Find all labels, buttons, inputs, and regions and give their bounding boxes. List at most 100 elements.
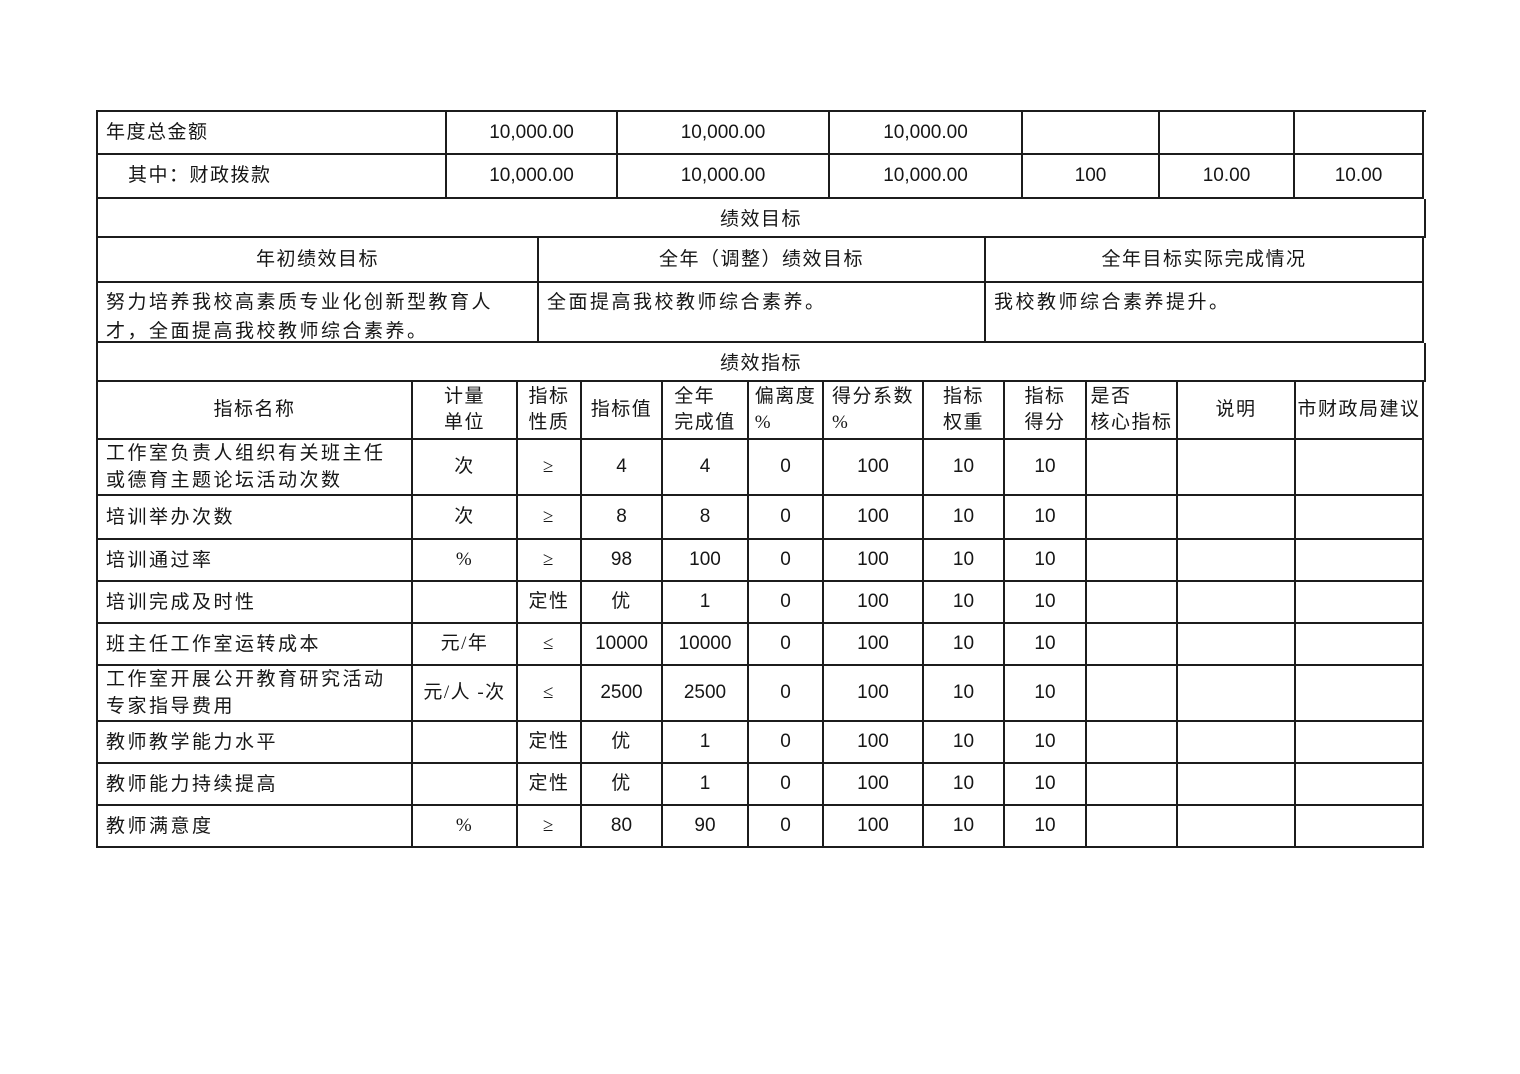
indicator-row: 教师满意度 % ≥ 80 90 0 100 10 10 [98, 806, 1426, 848]
goals-header-row: 年初绩效目标 全年（调整）绩效目标 全年目标实际完成情况 [98, 238, 1426, 283]
indicator-score: 10 [1005, 624, 1087, 666]
indicator-unit: % [413, 540, 518, 582]
summary-value: 10,000.00 [447, 112, 618, 155]
indicator-nature: ≤ [518, 624, 582, 666]
summary-value: 10.00 [1160, 155, 1295, 199]
indicator-annual: 10000 [663, 624, 749, 666]
indicator-weight: 10 [924, 624, 1005, 666]
indicator-target: 10000 [582, 624, 663, 666]
section-title-indicators: 绩效指标 [98, 343, 1426, 382]
indicator-suggestion [1296, 764, 1424, 806]
indicator-nature: ≥ [518, 496, 582, 540]
indicator-deviation: 0 [749, 806, 824, 848]
indicator-score: 10 [1005, 440, 1087, 496]
indicator-coefficient: 100 [824, 806, 924, 848]
indicator-suggestion [1296, 806, 1424, 848]
indicator-deviation: 0 [749, 624, 824, 666]
indicator-coefficient: 100 [824, 666, 924, 722]
indicator-nature: ≥ [518, 440, 582, 496]
indicator-note [1178, 440, 1296, 496]
indicator-unit: % [413, 806, 518, 848]
indicator-annual: 90 [663, 806, 749, 848]
indicator-note [1178, 764, 1296, 806]
summary-label-fiscal-allocation: 其中：财政拨款 [98, 155, 447, 199]
indicator-weight: 10 [924, 496, 1005, 540]
indicator-unit: 元/人 -次 [413, 666, 518, 722]
indicator-annual: 1 [663, 722, 749, 764]
summary-row-annual-total: 年度总金额 10,000.00 10,000.00 10,000.00 [98, 112, 1426, 155]
goals-content-initial: 努力培养我校高素质专业化创新型教育人 才，全面提高我校教师综合素养。 [98, 283, 539, 343]
indicator-core [1087, 666, 1178, 722]
indicator-nature: 定性 [518, 722, 582, 764]
indicator-name: 培训通过率 [98, 540, 413, 582]
col-header-core: 是否 核心指标 [1087, 382, 1178, 440]
col-header-nature: 指标 性质 [518, 382, 582, 440]
col-header-coefficient: 得分系数 % [824, 382, 924, 440]
summary-value [1160, 112, 1295, 155]
indicator-name: 工作室负责人组织有关班主任 或德育主题论坛活动次数 [98, 440, 413, 496]
indicator-target: 4 [582, 440, 663, 496]
indicator-core [1087, 540, 1178, 582]
indicator-unit: 次 [413, 440, 518, 496]
indicator-row: 工作室负责人组织有关班主任 或德育主题论坛活动次数 次 ≥ 4 4 0 100 … [98, 440, 1426, 496]
indicator-note [1178, 806, 1296, 848]
indicator-score: 10 [1005, 582, 1087, 624]
indicators-header-row: 指标名称 计量 单位 指标 性质 指标值 全年 完成值 偏离度 % 得分系数 %… [98, 382, 1426, 440]
performance-report-table: 年度总金额 10,000.00 10,000.00 10,000.00 其中：财… [96, 110, 1426, 848]
indicator-suggestion [1296, 722, 1424, 764]
indicator-suggestion [1296, 496, 1424, 540]
summary-value: 10,000.00 [618, 155, 830, 199]
indicator-deviation: 0 [749, 764, 824, 806]
indicator-note [1178, 540, 1296, 582]
indicator-nature: 定性 [518, 582, 582, 624]
summary-value [1023, 112, 1160, 155]
summary-value: 10,000.00 [447, 155, 618, 199]
indicator-nature: 定性 [518, 764, 582, 806]
indicator-nature: ≤ [518, 666, 582, 722]
indicator-coefficient: 100 [824, 440, 924, 496]
indicator-note [1178, 666, 1296, 722]
goals-header-actual: 全年目标实际完成情况 [986, 238, 1424, 283]
indicator-weight: 10 [924, 582, 1005, 624]
summary-label-annual-total: 年度总金额 [98, 112, 447, 155]
indicator-suggestion [1296, 540, 1424, 582]
indicator-score: 10 [1005, 806, 1087, 848]
summary-value: 10,000.00 [830, 112, 1023, 155]
indicator-core [1087, 722, 1178, 764]
indicator-core [1087, 764, 1178, 806]
summary-row-fiscal-allocation: 其中：财政拨款 10,000.00 10,000.00 10,000.00 10… [98, 155, 1426, 199]
indicator-target: 80 [582, 806, 663, 848]
indicator-unit: 次 [413, 496, 518, 540]
col-header-target: 指标值 [582, 382, 663, 440]
col-header-annual: 全年 完成值 [663, 382, 749, 440]
indicator-nature: ≥ [518, 806, 582, 848]
indicator-weight: 10 [924, 666, 1005, 722]
indicator-target: 98 [582, 540, 663, 582]
indicator-name: 工作室开展公开教育研究活动 专家指导费用 [98, 666, 413, 722]
col-header-suggestion: 市财政局建议 [1296, 382, 1424, 440]
indicator-weight: 10 [924, 722, 1005, 764]
col-header-note: 说明 [1178, 382, 1296, 440]
indicator-note [1178, 722, 1296, 764]
indicator-core [1087, 496, 1178, 540]
indicator-suggestion [1296, 624, 1424, 666]
indicator-row: 教师能力持续提高 定性 优 1 0 100 10 10 [98, 764, 1426, 806]
indicator-nature: ≥ [518, 540, 582, 582]
indicator-core [1087, 440, 1178, 496]
indicator-deviation: 0 [749, 582, 824, 624]
col-header-deviation: 偏离度 % [749, 382, 824, 440]
indicator-annual: 1 [663, 582, 749, 624]
indicator-unit [413, 582, 518, 624]
indicator-core [1087, 624, 1178, 666]
indicator-score: 10 [1005, 764, 1087, 806]
indicator-name: 教师能力持续提高 [98, 764, 413, 806]
summary-value: 100 [1023, 155, 1160, 199]
summary-value [1295, 112, 1424, 155]
indicator-suggestion [1296, 582, 1424, 624]
goals-header-initial: 年初绩效目标 [98, 238, 539, 283]
indicator-unit [413, 764, 518, 806]
indicator-target: 优 [582, 582, 663, 624]
indicator-deviation: 0 [749, 722, 824, 764]
indicator-note [1178, 582, 1296, 624]
